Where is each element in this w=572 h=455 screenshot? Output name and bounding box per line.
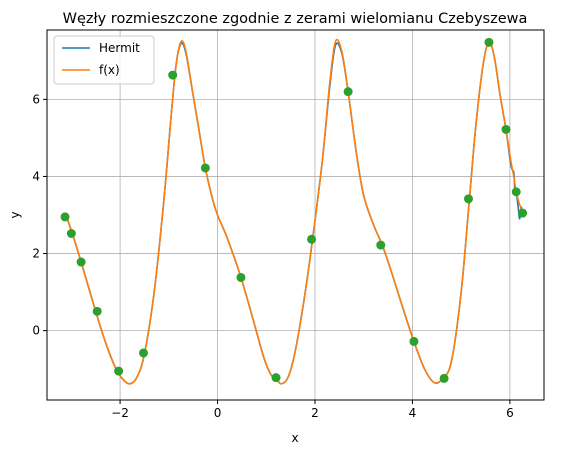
node-point (343, 87, 353, 97)
series-line-fx (65, 38, 524, 385)
legend-label-hermit: Hermit (99, 41, 140, 55)
node-point (501, 124, 511, 134)
y-axis-label: y (8, 211, 22, 218)
series-line-hermit (65, 41, 524, 385)
node-point (138, 348, 148, 358)
node-point (511, 187, 521, 197)
node-point (236, 272, 246, 282)
node-point (518, 208, 528, 218)
x-axis-label: x (291, 431, 298, 445)
node-point (271, 373, 281, 383)
y-tick-label: 2 (32, 247, 40, 261)
x-tick-label: 0 (214, 406, 222, 420)
y-tick-label: 6 (32, 92, 40, 106)
node-point (60, 212, 70, 222)
node-point (409, 336, 419, 346)
node-point (76, 257, 86, 267)
data-points (60, 37, 528, 383)
x-tick-label: 4 (409, 406, 417, 420)
node-point (168, 70, 178, 80)
node-point (376, 240, 386, 250)
node-point (439, 373, 449, 383)
node-point (484, 37, 494, 47)
plot-frame (46, 29, 545, 401)
chart-title: Węzły rozmieszczone zgodnie z zerami wie… (63, 11, 528, 27)
node-point (66, 229, 76, 238)
plot-series (65, 38, 524, 385)
y-tick-label: 4 (32, 169, 40, 183)
node-point (114, 366, 124, 376)
y-axis-ticks: 0 2 4 6 (32, 92, 47, 338)
x-axis-ticks: −2 0 2 4 6 (111, 400, 514, 420)
x-tick-label: −2 (111, 406, 129, 420)
node-point (307, 234, 317, 244)
legend-label-fx: f(x) (99, 63, 120, 77)
node-point (92, 306, 102, 316)
x-tick-label: 6 (506, 406, 514, 420)
y-tick-label: 0 (32, 324, 40, 338)
x-tick-label: 2 (311, 406, 319, 420)
node-point (463, 194, 473, 204)
grid (47, 30, 544, 400)
legend: Hermit f(x) (53, 35, 155, 85)
node-point (200, 163, 210, 173)
